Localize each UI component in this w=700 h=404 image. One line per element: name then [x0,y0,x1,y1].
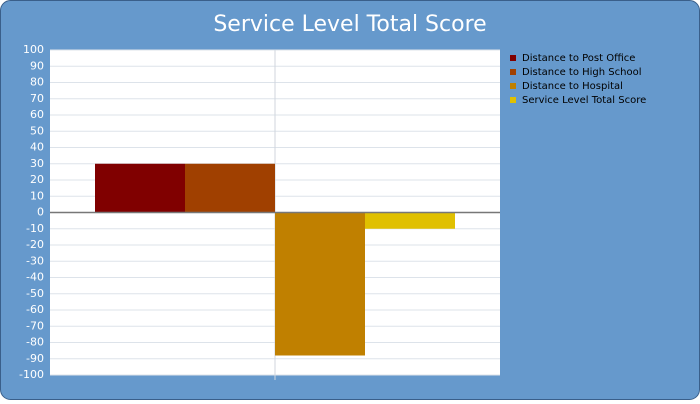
y-tick-label: -90 [26,352,44,365]
y-tick-label: -20 [26,238,44,251]
y-tick-label: 10 [30,189,44,202]
y-tick-label: 100 [23,43,44,56]
legend-label: Distance to Hospital [522,81,623,92]
y-tick-label: -100 [19,368,44,381]
y-tick-label: 50 [30,124,44,137]
y-tick-label: 80 [30,76,44,89]
legend-swatch [510,55,516,61]
y-tick-label: -70 [26,319,44,332]
y-tick-label: -30 [26,254,44,267]
y-tick-label: 40 [30,141,44,154]
y-tick-label: 70 [30,92,44,105]
y-tick-label: 20 [30,173,44,186]
y-tick-label: 90 [30,59,44,72]
y-tick-label: -40 [26,271,44,284]
y-tick-label: -60 [26,303,44,316]
legend-label: Distance to High School [522,67,641,78]
bar [95,163,185,213]
chart-title: Service Level Total Score [213,12,486,37]
y-tick-label: -50 [26,287,44,300]
legend-swatch [510,69,516,75]
bar [275,212,365,356]
bar [365,212,455,229]
legend-label: Service Level Total Score [522,95,646,106]
y-tick-label: 30 [30,157,44,170]
legend-swatch [510,83,516,89]
y-tick-label: -80 [26,336,44,349]
y-tick-label: 0 [37,206,44,219]
y-tick-label: -10 [26,222,44,235]
bar [185,163,275,213]
y-tick-label: 60 [30,108,44,121]
legend-swatch [510,97,516,103]
legend-label: Distance to Post Office [522,53,635,64]
